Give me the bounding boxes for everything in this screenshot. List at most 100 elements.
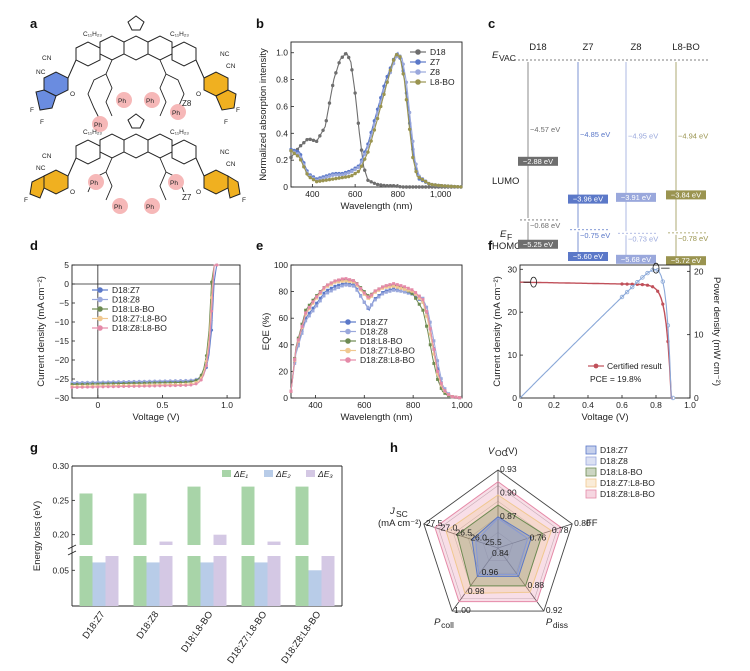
eqe-point-D18:Z7 bbox=[333, 284, 337, 288]
bar-ΔE₃-upper bbox=[267, 541, 281, 545]
eqe-point-D18:Z8 bbox=[329, 289, 333, 293]
legend-marker bbox=[345, 357, 351, 363]
thiadiazole-ring bbox=[127, 15, 145, 31]
jv-point-D18:Z8:L8-BO bbox=[194, 382, 198, 386]
eqe-point-D18:Z8 bbox=[322, 294, 326, 298]
ef-label: E bbox=[500, 229, 507, 240]
data-point-Z8 bbox=[356, 165, 361, 170]
data-point-L8-BO bbox=[318, 179, 322, 183]
data-point-D18 bbox=[353, 91, 357, 95]
data-point-Z8 bbox=[340, 173, 344, 177]
category-label: D18:Z8:L8-BO bbox=[279, 609, 323, 665]
y2-tick-label: 20 bbox=[694, 266, 704, 276]
plot-frame bbox=[290, 41, 463, 188]
x-tick-label: 400 bbox=[305, 189, 319, 199]
eqe-point-D18:Z7:L8-BO bbox=[406, 288, 410, 292]
bar-ΔE₁-lower bbox=[241, 556, 255, 606]
molecule-z8: C₁₁H₂₃ C₁₁H₂₃ Ph Ph Ph Ph CN NC NC bbox=[30, 15, 240, 132]
data-point-L8-BO bbox=[446, 184, 450, 188]
y-tick-label: 0 bbox=[64, 279, 69, 289]
bond bbox=[195, 59, 205, 79]
eqe-point-D18:Z8:L8-BO bbox=[432, 347, 436, 351]
eqe-point-D18:Z7:L8-BO bbox=[395, 285, 399, 289]
jv-point-D18:Z8:L8-BO bbox=[86, 385, 90, 389]
alkyl-label: C₁₁H₂₃ bbox=[170, 31, 189, 38]
bar-ΔE₃-upper bbox=[159, 541, 173, 545]
axis-label-pcoll-sub: coll bbox=[441, 620, 454, 630]
axis-break-mark bbox=[67, 544, 77, 550]
f-label: F bbox=[40, 119, 44, 126]
phenyl-circle bbox=[92, 116, 108, 132]
data-point-Z8 bbox=[327, 174, 332, 178]
y-tick-label: 0.8 bbox=[276, 75, 288, 85]
f-label: F bbox=[236, 107, 240, 114]
radar-tick-label: 26.0 bbox=[470, 532, 487, 542]
eqe-point-D18:Z7 bbox=[315, 301, 319, 305]
molecule-name-z7: Z7 bbox=[182, 193, 192, 202]
axis-indicator-ellipse bbox=[530, 276, 537, 288]
panel-label-a: a bbox=[30, 16, 38, 31]
bar-ΔE₃-lower bbox=[159, 556, 173, 606]
data-point-Z8 bbox=[330, 173, 335, 177]
bar-ΔE₂ bbox=[254, 562, 268, 606]
axis-label-ff: FF bbox=[586, 518, 598, 529]
eqe-point-D18:Z8 bbox=[392, 288, 396, 292]
data-point-L8-BO bbox=[423, 179, 428, 184]
end-group-ring-right bbox=[215, 89, 237, 111]
axis-label-jsc-unit: (mA cm⁻²) bbox=[378, 518, 422, 529]
radar-series-D18:Z7 bbox=[471, 516, 532, 577]
eqe-point-D18:Z7 bbox=[300, 329, 304, 333]
data-point-D18 bbox=[423, 185, 428, 189]
eqe-point-D18:Z8:L8-BO bbox=[326, 283, 330, 287]
data-point-D18 bbox=[363, 168, 367, 172]
data-point-D18 bbox=[366, 178, 370, 182]
data-point-D18 bbox=[327, 101, 332, 105]
eqe-point-D18:Z8 bbox=[436, 359, 440, 363]
data-point-D18 bbox=[417, 185, 421, 189]
homo-box bbox=[568, 252, 608, 261]
data-point-L8-BO bbox=[379, 104, 383, 109]
eqe-point-D18:Z8:L8-BO bbox=[311, 300, 315, 304]
y-axis-label: Normalized absorption intensity bbox=[258, 48, 269, 181]
y-tick-label: −15 bbox=[55, 336, 70, 346]
lumo-value: −3.91 eV bbox=[621, 193, 651, 202]
data-point-Z8 bbox=[411, 139, 415, 144]
legend-swatch bbox=[585, 445, 597, 455]
data-point-L8-BO bbox=[375, 116, 380, 121]
eqe-point-D18:Z7:L8-BO bbox=[344, 279, 348, 283]
data-point-L8-BO bbox=[334, 176, 338, 181]
eqe-point-D18:Z8 bbox=[439, 377, 443, 381]
legend-entry: D18:Z8 bbox=[360, 327, 388, 337]
f-label: F bbox=[224, 119, 228, 126]
legend-marker bbox=[345, 347, 351, 354]
eqe-point-D18:Z8:L8-BO bbox=[458, 396, 462, 400]
bar-ΔE₁-lower bbox=[133, 556, 147, 606]
data-point-D18 bbox=[430, 185, 434, 189]
data-point-Z8 bbox=[363, 152, 367, 156]
ph-label: Ph bbox=[172, 110, 180, 117]
nc-label: NC bbox=[36, 69, 46, 76]
data-point-Z8 bbox=[401, 62, 405, 66]
x-tick-label: 0.6 bbox=[616, 400, 628, 410]
legend-entry: D18:Z8 bbox=[600, 456, 628, 466]
bar-ΔE₃-lower bbox=[213, 556, 227, 606]
data-point-L8-BO bbox=[404, 98, 409, 102]
panel-d-jv-chart: 0 0.5 1.0 −30 −25 −20 −15 −10 −5 0 5 Voltage (V) Cur… bbox=[36, 260, 241, 423]
eqe-point-D18:L8-BO bbox=[421, 308, 425, 312]
legend-entry: Certified result bbox=[607, 361, 662, 371]
y-tick-label: 20 bbox=[508, 307, 518, 317]
legend-entry: ΔE₂ bbox=[275, 469, 291, 479]
radar-grid-ring bbox=[423, 469, 573, 612]
radar-spoke bbox=[451, 547, 499, 612]
panel-b-absorption-chart: 400 600 800 1,000 0 0.2 0.4 0.6 0.8 1.0 Wavelength… bbox=[258, 41, 463, 212]
axis-label-jsc: J bbox=[389, 506, 395, 517]
eqe-point-D18:Z8 bbox=[351, 284, 355, 288]
data-point-L8-BO bbox=[372, 128, 377, 132]
eqe-point-D18:Z7 bbox=[329, 286, 333, 290]
homo-value: −5.25 eV bbox=[523, 240, 553, 249]
y-tick-label: 0.25 bbox=[52, 495, 69, 505]
data-point-D18 bbox=[337, 61, 341, 65]
eqe-point-D18:Z7:L8-BO bbox=[399, 286, 403, 290]
